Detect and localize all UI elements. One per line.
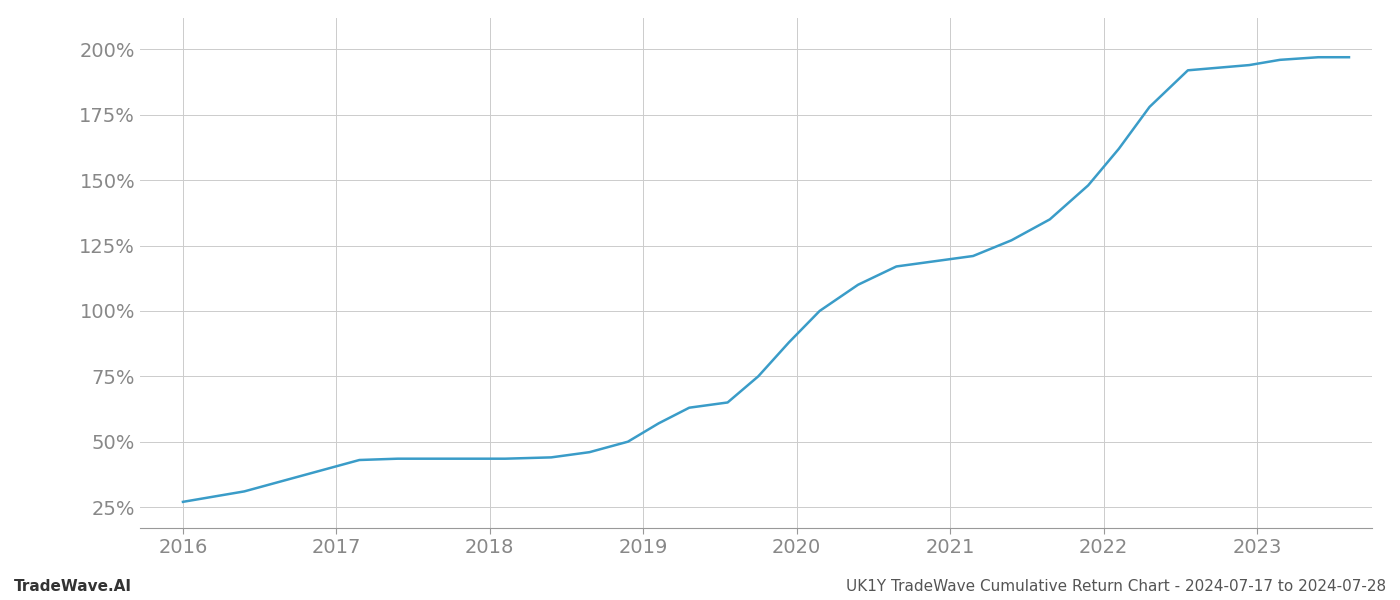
Text: UK1Y TradeWave Cumulative Return Chart - 2024-07-17 to 2024-07-28: UK1Y TradeWave Cumulative Return Chart -…	[846, 579, 1386, 594]
Text: TradeWave.AI: TradeWave.AI	[14, 579, 132, 594]
